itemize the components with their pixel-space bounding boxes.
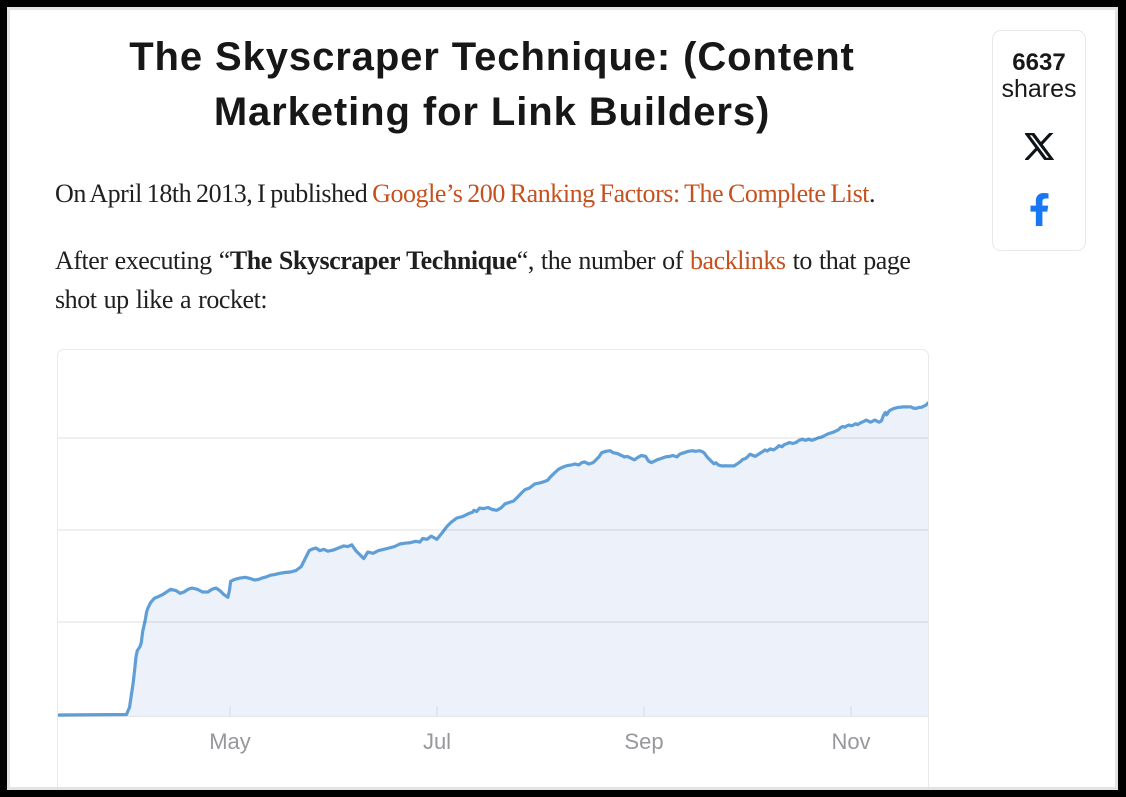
svg-text:May: May	[209, 729, 251, 754]
svg-text:Jul: Jul	[423, 729, 451, 754]
svg-text:Nov: Nov	[831, 729, 870, 754]
svg-text:Sep: Sep	[624, 729, 663, 754]
